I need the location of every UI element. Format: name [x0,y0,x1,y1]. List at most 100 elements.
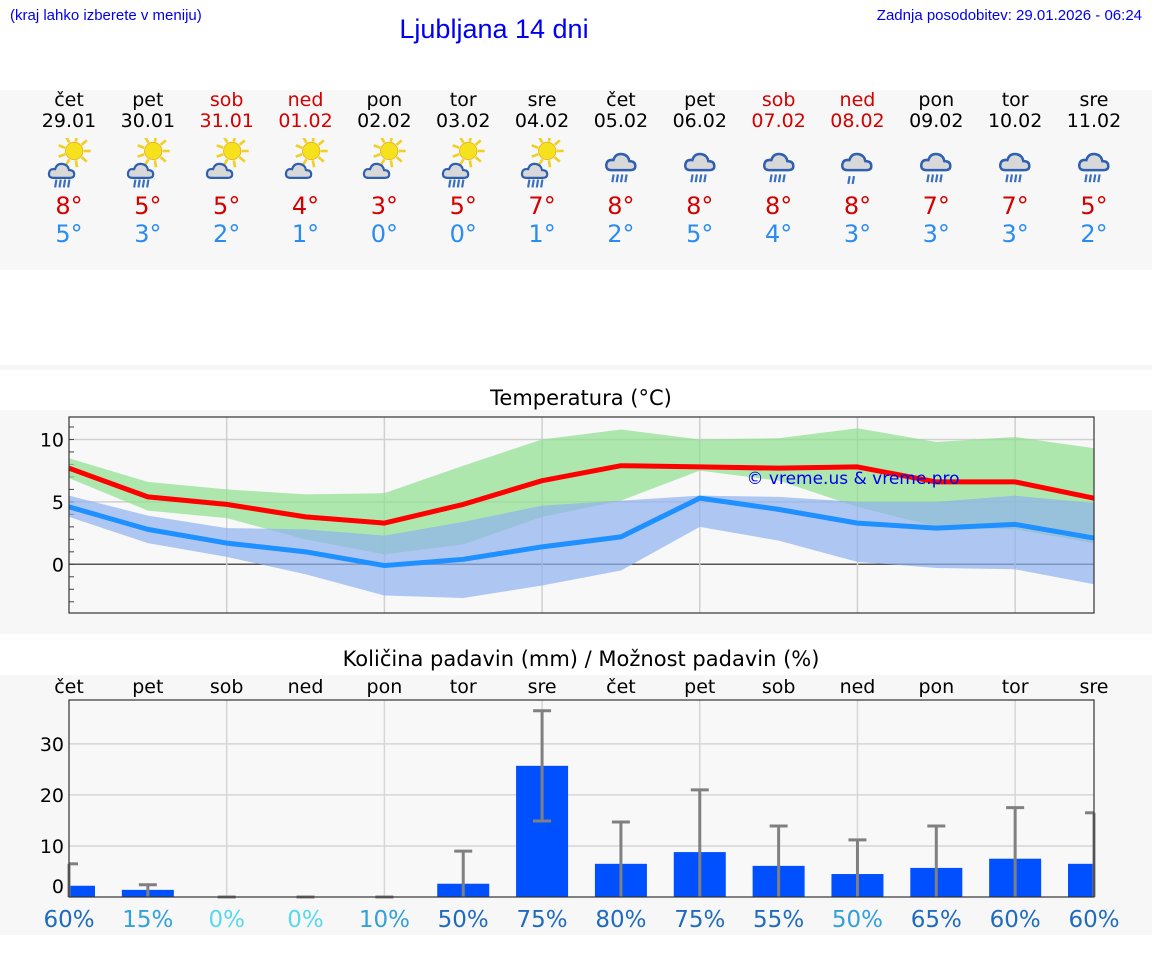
day-forecast: pon 09.02 7° 3° [897,90,975,248]
day-date: 31.01 [199,110,254,132]
category-label: sob [210,676,244,698]
probability-label: 60% [1068,907,1119,933]
probability-label: 55% [753,907,804,933]
max-temperature: 8° [686,192,714,220]
y-tick-label: 10 [40,429,64,451]
max-temperature: 5° [213,192,241,220]
day-forecast: ned 01.02 4° 1° [267,90,345,248]
min-temperature: 5° [686,220,714,248]
max-temperature: 7° [1001,192,1029,220]
probability-label: 80% [595,907,646,933]
last-updated: Zadnja posodobitev: 29.01.2026 - 06:24 [876,7,1142,24]
day-forecast: čet 29.01 8° 5° [30,90,108,248]
precip-bar [69,885,95,897]
max-temperature: 8° [764,192,793,220]
y-tick-label: 0 [52,554,64,576]
max-temperature: 8° [55,192,83,220]
location-hint: (kraj lahko izberete v meniju) [10,7,202,24]
plot-frame [68,416,1095,614]
probability-label: 15% [122,907,173,933]
y-tick-label: 10 [40,836,64,858]
min-temperature: 4° [764,220,793,248]
day-name: pon [366,89,403,111]
max-temperature: 7° [528,192,556,220]
sun-cloud-rain-icon [47,138,91,188]
day-forecast: sre 04.02 7° 1° [503,90,581,248]
day-date: 09.02 [909,110,964,132]
probability-label: 50% [438,907,489,933]
max-temperature: 5° [449,192,477,220]
day-forecast: tor 03.02 5° 0° [424,90,502,248]
day-forecast: pet 06.02 8° 5° [661,90,739,248]
day-date: 05.02 [593,110,649,132]
day-forecast: čet 05.02 8° 2° [582,90,660,248]
min-temperature: 1° [528,220,556,248]
min-temperature: 0° [449,220,477,248]
plot-area [69,700,1094,897]
day-name: sre [527,89,557,111]
y-tick-label: 0 [52,876,64,898]
day-forecast: tor 10.02 7° 3° [976,90,1054,248]
category-label: tor [450,676,477,698]
day-name: sob [209,89,244,111]
day-date: 04.02 [514,110,570,132]
page-title: Ljubljana 14 dni [399,14,589,44]
probability-label: 60% [43,907,94,933]
category-label: pet [684,676,715,698]
category-label: pet [132,676,163,698]
line-min [68,495,1095,569]
category-label: sre [1080,676,1109,698]
category-label: čet [54,676,84,698]
divider [0,365,1152,370]
day-name: ned [839,89,876,111]
max-temperature: 5° [1080,192,1108,220]
min-temperature: 2° [213,220,241,248]
max-temperature: 4° [291,192,320,220]
max-temperature: 7° [922,192,950,220]
day-name: pet [132,89,164,111]
category-label: pon [918,676,954,698]
day-date: 08.02 [830,110,885,132]
y-tick-label: 20 [40,785,64,807]
min-temperature: 3° [1001,220,1029,248]
probability-label: 75% [674,907,725,933]
probability-label: 65% [911,907,962,933]
category-label: sre [528,676,557,698]
sun-cloud-icon [284,138,328,179]
day-forecast: pon 02.02 3° 0° [345,90,423,248]
day-name: pon [918,89,955,111]
day-name: tor [1001,89,1029,111]
band-max-range [69,428,1094,555]
category-label: sob [762,676,796,698]
min-temperature: 2° [1080,220,1108,248]
sun-cloud-rain-icon [442,138,485,188]
probability-label: 75% [517,907,568,933]
cloud-rain-icon [920,152,952,183]
day-date: 30.01 [120,110,176,132]
max-temperature: 8° [607,192,635,220]
day-date: 10.02 [987,110,1043,132]
precip-bar [1068,863,1094,897]
temperature-chart-title: Temperatura (°C) [490,386,672,410]
probability-label: 10% [359,907,410,933]
day-forecast: ned 08.02 8° 3° [818,90,896,248]
max-temperature: 3° [370,192,399,220]
category-label: tor [1002,676,1029,698]
category-label: ned [288,676,324,698]
day-name: tor [449,89,477,111]
daily-forecast-strip: čet 29.01 8° 5° pet 30.01 5° 3° sob 31.01 … [0,90,1152,270]
sun-cloud-rain-icon [126,138,170,188]
day-date: 01.02 [278,110,333,132]
probability-label: 0% [208,907,245,933]
cloud-rain-icon [1078,152,1110,183]
day-name: sre [1079,89,1109,111]
min-temperature: 0° [370,220,399,248]
cloud-rain-icon [604,152,637,183]
day-date: 07.02 [751,110,806,132]
day-date: 11.02 [1066,110,1122,132]
precipitation-chart-title: Količina padavin (mm) / Možnost padavin … [342,647,820,671]
sun-cloud-icon [205,138,249,179]
day-name: čet [54,89,84,111]
cloud-rain-icon [999,152,1031,183]
category-label: ned [840,676,876,698]
